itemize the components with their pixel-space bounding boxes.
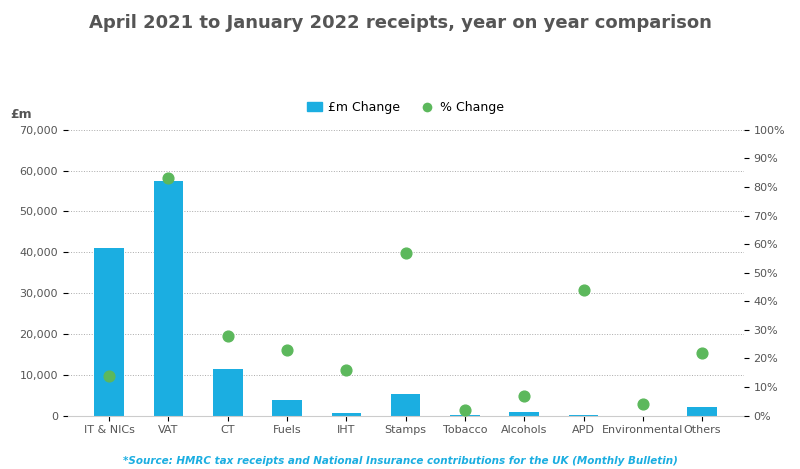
Bar xyxy=(154,181,183,416)
Point xyxy=(222,332,234,339)
Point xyxy=(162,174,175,182)
Point xyxy=(281,346,294,354)
Bar xyxy=(687,408,717,416)
Bar xyxy=(391,394,421,416)
Bar xyxy=(213,369,242,416)
Point xyxy=(399,249,412,257)
Text: £m: £m xyxy=(10,108,32,121)
Bar xyxy=(450,415,480,416)
Point xyxy=(103,372,116,379)
Bar xyxy=(94,248,124,416)
Point xyxy=(696,349,709,356)
Text: April 2021 to January 2022 receipts, year on year comparison: April 2021 to January 2022 receipts, yea… xyxy=(89,14,711,32)
Bar xyxy=(569,415,598,416)
Point xyxy=(458,406,471,414)
Point xyxy=(340,366,353,374)
Bar xyxy=(272,400,302,416)
Point xyxy=(637,401,650,408)
Bar xyxy=(510,412,539,416)
Bar xyxy=(331,413,362,416)
Point xyxy=(577,286,590,294)
Point xyxy=(518,392,530,399)
Legend: £m Change, % Change: £m Change, % Change xyxy=(302,96,510,119)
Text: *Source: HMRC tax receipts and National Insurance contributions for the UK (Mont: *Source: HMRC tax receipts and National … xyxy=(122,456,678,466)
